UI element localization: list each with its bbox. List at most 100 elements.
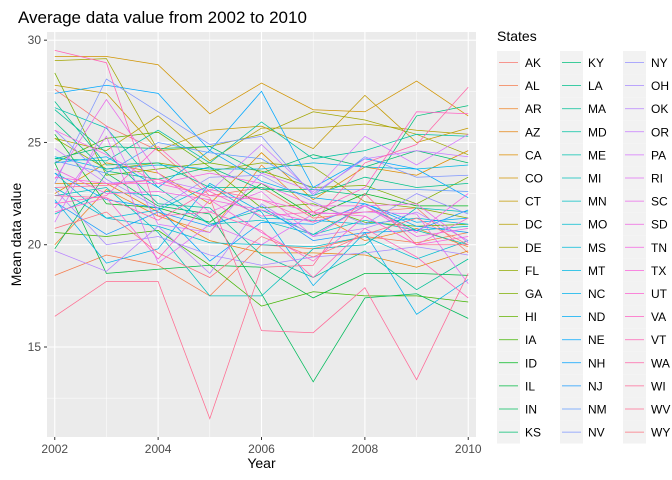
- legend-item-nh: NH: [560, 351, 605, 375]
- legend-item-ca: CA: [497, 143, 542, 167]
- legend-item-il: IL: [497, 374, 535, 398]
- series-line-or: [54, 143, 469, 195]
- series-line-nm: [54, 142, 469, 192]
- legend-label: SC: [651, 195, 668, 209]
- series-line-wi: [54, 178, 469, 381]
- legend-label: TN: [651, 241, 667, 255]
- legend-item-pa: PA: [623, 143, 666, 167]
- series-line-dc: [54, 115, 469, 162]
- legend-item-wy: WY: [623, 420, 670, 444]
- series-line-co: [54, 56, 469, 117]
- legend-item-nd: ND: [560, 305, 606, 329]
- legend-label: CA: [525, 148, 542, 162]
- legend-label: WA: [651, 356, 670, 370]
- legend-label: MT: [588, 264, 606, 278]
- series-line-ri: [54, 135, 469, 284]
- legend-item-az: AZ: [497, 120, 540, 144]
- legend-label: AL: [525, 79, 540, 93]
- legend-label: FL: [525, 264, 539, 278]
- y-axis: 15 20 25 30: [28, 33, 47, 354]
- legend-label: MN: [588, 195, 607, 209]
- legend-label: NH: [588, 356, 605, 370]
- legend-label: GA: [525, 287, 542, 301]
- legend-item-ok: OK: [623, 97, 668, 121]
- legend-item-ri: RI: [623, 166, 663, 190]
- legend-item-wa: WA: [623, 351, 670, 375]
- series-line-ky: [54, 105, 469, 196]
- legend-label: NV: [588, 426, 605, 440]
- legend-label: IA: [525, 333, 536, 347]
- series-line-vt: [54, 50, 469, 299]
- legend-item-ut: UT: [623, 282, 668, 305]
- legend-label: ID: [525, 356, 537, 370]
- legend-item-ia: IA: [497, 328, 536, 352]
- legend-label: MI: [588, 172, 601, 186]
- legend-label: AK: [525, 56, 541, 70]
- series-line-ok: [54, 203, 469, 274]
- legend-label: WY: [651, 426, 670, 440]
- legend-label: NM: [588, 403, 607, 417]
- series-line-va: [54, 111, 469, 217]
- legend-item-ks: KS: [497, 420, 541, 444]
- legend-label: NE: [588, 333, 605, 347]
- series-line-pa: [54, 125, 469, 233]
- legend-label: KS: [525, 426, 541, 440]
- legend-item-de: DE: [497, 235, 542, 259]
- legend-item-sd: SD: [623, 212, 668, 236]
- series-line-ca: [54, 150, 469, 205]
- legend: AK AL AR AZ CA CO CT DC DE FL GA HI IA ID IL IN KS KY LA MA…: [497, 51, 670, 444]
- legend-item-ak: AK: [497, 51, 541, 74]
- legend-label: SD: [651, 218, 668, 232]
- series-line-ut: [54, 197, 469, 262]
- series-line-de: [54, 58, 469, 156]
- x-tick-label: 2006: [248, 442, 275, 456]
- series-line-ct: [54, 84, 469, 152]
- legend-item-ga: GA: [497, 282, 542, 305]
- legend-label: ME: [588, 148, 606, 162]
- series-line-nc: [54, 182, 469, 315]
- series-line-sc: [54, 98, 469, 243]
- legend-item-wi: WI: [623, 374, 666, 398]
- legend-item-in: IN: [497, 397, 537, 421]
- legend-label: VT: [651, 333, 667, 347]
- series-line-nd: [54, 150, 469, 223]
- series-line-ma: [54, 109, 469, 291]
- series-line-nj: [54, 201, 469, 241]
- legend-item-mo: MO: [560, 212, 607, 236]
- series-line-oh: [54, 189, 469, 266]
- legend-item-hi: HI: [497, 305, 537, 329]
- legend-label: NY: [651, 56, 668, 70]
- legend-label: WI: [651, 379, 666, 393]
- x-axis: 2002 2004 2006 2008 2010: [41, 437, 482, 456]
- x-tick-label: 2008: [352, 442, 379, 456]
- legend-label: NJ: [588, 379, 603, 393]
- legend-label: OR: [651, 125, 669, 139]
- series-line-hi: [54, 131, 469, 227]
- legend-label: HI: [525, 310, 537, 324]
- legend-label: LA: [588, 79, 603, 93]
- legend-label: MS: [588, 241, 606, 255]
- legend-label: CO: [525, 172, 543, 186]
- legend-item-ms: MS: [560, 235, 606, 259]
- y-tick-label: 20: [28, 238, 42, 252]
- series-line-ny: [54, 129, 469, 225]
- legend-label: RI: [651, 172, 663, 186]
- series-line-wa: [54, 86, 469, 223]
- series-line-wv: [54, 193, 469, 420]
- legend-label: CT: [525, 195, 542, 209]
- legend-item-ne: NE: [560, 328, 605, 352]
- legend-item-co: CO: [497, 166, 543, 190]
- y-tick-label: 15: [28, 340, 42, 354]
- legend-item-or: OR: [623, 120, 669, 144]
- series-line-nv: [54, 78, 469, 197]
- legend-label: KY: [588, 56, 604, 70]
- legend-title: States: [497, 28, 537, 44]
- y-tick-label: 30: [28, 33, 42, 47]
- series-line-ia: [54, 230, 469, 307]
- series-line-ne: [54, 84, 469, 199]
- legend-item-dc: DC: [497, 212, 543, 236]
- legend-label: OK: [651, 102, 668, 116]
- legend-item-mi: MI: [560, 166, 601, 190]
- legend-item-nv: NV: [560, 420, 605, 444]
- legend-label: AZ: [525, 125, 540, 139]
